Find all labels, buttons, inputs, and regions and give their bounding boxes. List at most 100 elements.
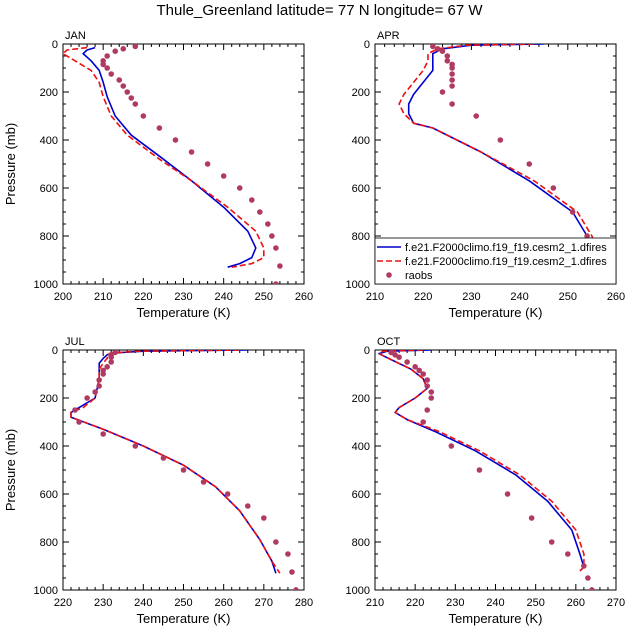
x-tick-label: 220 [406,597,424,609]
obs-point [526,161,533,167]
x-tick-label: 260 [295,291,313,303]
obs-point [424,383,431,389]
obs-point [108,359,114,365]
obs-point [257,209,263,215]
obs-point [439,48,446,54]
x-tick-label: 250 [526,597,544,609]
obs-point [140,113,147,119]
y-tick-label: 0 [364,39,370,51]
panel-apr: 210 220 230 240 250 260 0 200 400 600 800 1000 Tempe… [346,30,626,320]
x-tick-label: 250 [174,597,192,609]
obs-point [293,587,299,590]
obs-point [261,515,267,521]
x-tick-label: 240 [486,597,504,609]
y-tick-label: 200 [352,87,370,99]
panel-label: APR [377,30,400,42]
obs-point [96,377,102,383]
obs-point [269,233,275,239]
legend-box [374,237,617,285]
panel-oct: 210 220 230 240 250 260 270 0 200 400 600 800 1000 Te… [346,336,626,626]
obs-point [172,137,179,143]
y-tick-label: 600 [40,183,58,195]
obs-point [449,77,455,83]
panel-jul: 220 230 240 250 260 270 280 0 200 400 600 800 1000 Te… [3,336,313,626]
x-tick-label: 240 [134,597,152,609]
obs-point [100,431,106,437]
obs-point [428,395,435,401]
obs-point [565,551,571,557]
obs-point [92,389,98,395]
obs-point [273,539,279,545]
obs-point [116,77,123,83]
obs-point [156,125,163,131]
obs-point [449,83,455,89]
obs-point [528,515,535,521]
x-tick-label: 220 [54,597,72,609]
x-tick-label: 270 [607,597,625,609]
obs-point [449,65,455,71]
model2-line [70,350,281,574]
y-tick-label: 200 [40,393,58,405]
x-tick-label: 260 [607,291,625,303]
model1-line [407,44,593,266]
legend-label: raobs [405,270,433,282]
obs-point [128,95,135,101]
y-axis-label: Pressure (mb) [3,429,18,511]
obs-point [584,233,590,239]
x-tick-label: 230 [462,291,480,303]
x-axis-label: Temperature (K) [137,305,231,320]
plot-frame [62,43,305,285]
obs-point [160,455,167,461]
y-tick-label: 400 [40,441,58,453]
obs-point [285,551,291,557]
obs-point [449,101,455,107]
x-tick-label: 200 [54,291,72,303]
obs-point [180,467,187,473]
panel-label: OCT [377,336,401,348]
obs-point [112,48,119,54]
obs-point [236,185,243,191]
x-tick-label: 260 [214,597,232,609]
obs-point [424,407,431,413]
obs-point [550,185,557,191]
x-tick-label: 240 [510,291,528,303]
y-tick-label: 800 [40,537,58,549]
x-tick-label: 230 [446,597,464,609]
x-tick-label: 240 [214,291,232,303]
obs-point [585,575,591,581]
x-axis-label: Temperature (K) [449,305,543,320]
panel-jan: 200 210 220 230 240 250 260 0 200 400 600 800 1000 Te… [3,30,313,320]
y-tick-label: 200 [40,87,58,99]
y-tick-label: 600 [352,183,370,195]
y-tick-label: 1000 [34,279,58,291]
y-tick-label: 0 [52,345,58,357]
obs-point [420,419,427,425]
obs-point [396,354,402,361]
obs-point [444,53,451,59]
obs-point [424,377,431,383]
obs-point [448,443,455,449]
obs-point [220,173,227,179]
obs-point [289,569,295,575]
y-tick-label: 200 [352,393,370,405]
x-tick-label: 210 [366,597,384,609]
legend-label: f.e21.F2000climo.f19_f19.cesm2_1.dfires [405,256,607,268]
obs-point [132,44,139,50]
obs-point [434,46,441,52]
obs-point [124,89,131,95]
x-tick-label: 270 [255,597,273,609]
legend-label: f.e21.F2000climo.f19_f19.cesm2_1.dfires [405,242,607,254]
figure-title: Thule_Greenland latitude= 77 N longitude… [156,2,483,19]
y-axis-label: Pressure (mb) [3,123,18,205]
obs-point [104,364,110,370]
obs-point [416,367,422,374]
obs-point [96,383,102,389]
x-tick-label: 230 [94,597,112,609]
obs-point [120,46,127,52]
obs-point [132,101,139,107]
obs-point [277,263,283,269]
y-tick-label: 800 [352,537,370,549]
y-tick-label: 800 [352,231,370,243]
y-tick-label: 400 [40,135,58,147]
